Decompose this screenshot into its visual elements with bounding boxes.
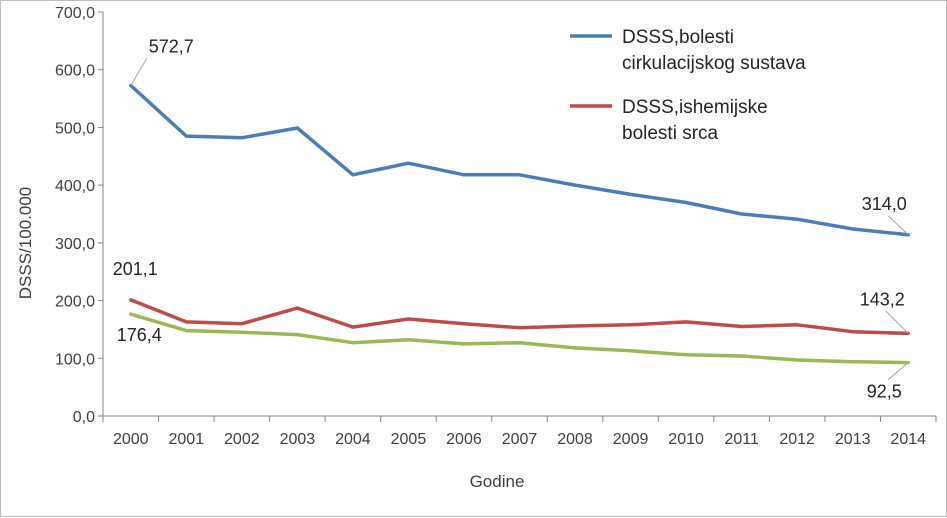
x-tick-label: 2008	[557, 431, 593, 448]
x-tick-label: 2006	[446, 431, 482, 448]
x-tick-labels: 2000 2001 2002 2003 2004 2005 2006 2007 2008 2009…	[113, 431, 926, 448]
legend-label-1: cirkulacijskog sustava	[622, 53, 806, 74]
data-label-series-2-first: 201,1	[113, 259, 158, 279]
legend-label-2: bolesti srca	[622, 123, 719, 144]
series-line-3	[129, 312, 910, 365]
y-tick-label: 200,0	[55, 294, 95, 311]
data-label-series-3-first: 176,4	[117, 325, 162, 345]
axes	[98, 11, 937, 422]
series-line-2	[129, 298, 910, 336]
y-tick-label: 500,0	[55, 120, 95, 137]
series-lines	[129, 83, 910, 365]
y-tick-label: 0,0	[73, 409, 95, 426]
data-label-series-3-last: 92,5	[867, 382, 902, 402]
legend-label-2: DSSS,ishemijske	[622, 97, 768, 118]
leader-line	[885, 310, 909, 334]
x-tick-label: 2007	[502, 431, 538, 448]
x-tick-label: 2011	[724, 431, 759, 448]
legend-label-1: DSSS,bolesti	[622, 27, 734, 48]
x-axis-title: Godine	[470, 472, 525, 491]
series-line-1	[129, 83, 910, 237]
x-tick-label: 2003	[280, 431, 316, 448]
x-tick-label: 2004	[335, 431, 371, 448]
x-tick-label: 2009	[613, 431, 649, 448]
y-tick-label: 400,0	[55, 178, 95, 195]
y-tick-labels: 0,0 100,0 200,0 300,0 400,0 500,0 600,0 700,0	[55, 5, 95, 426]
leader-line	[887, 215, 909, 236]
x-tick-label: 2002	[224, 431, 260, 448]
y-tick-label: 600,0	[55, 63, 95, 80]
leader-line	[887, 362, 909, 380]
leader-line	[130, 58, 148, 86]
x-tick-label: 2005	[391, 431, 427, 448]
data-label-series-1-first: 572,7	[149, 36, 194, 56]
x-tick-label: 2014	[890, 431, 926, 448]
data-labels: 572,7 314,0 201,1 143,2 176,4 92,5	[113, 36, 909, 402]
x-tick-label: 2010	[668, 431, 704, 448]
y-tick-label: 300,0	[55, 236, 95, 253]
data-label-series-1-last: 314,0	[862, 194, 907, 214]
y-tick-label: 100,0	[55, 351, 95, 368]
legend: DSSS,bolesti cirkulacijskog sustava DSSS,i…	[570, 27, 806, 144]
x-tick-label: 2001	[169, 431, 205, 448]
x-tick-label: 2013	[835, 431, 871, 448]
y-axis-title: DSSS/100.000	[16, 187, 35, 299]
x-tick-label: 2000	[113, 431, 149, 448]
y-tick-label: 700,0	[55, 5, 95, 22]
x-tick-label: 2012	[779, 431, 815, 448]
data-label-series-2-last: 143,2	[860, 289, 905, 309]
